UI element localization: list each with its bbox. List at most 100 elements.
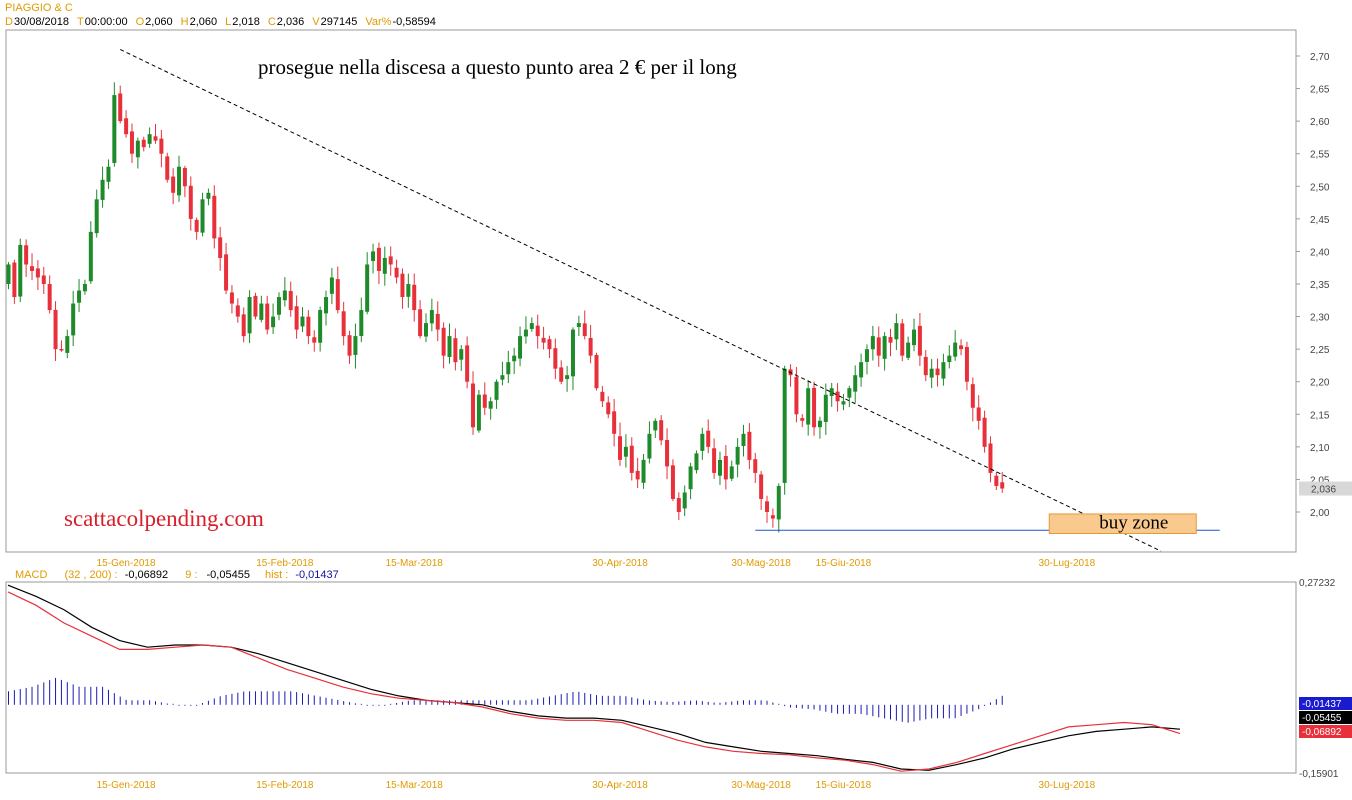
candle-body — [229, 292, 234, 304]
candle-body — [200, 199, 205, 233]
info-key-7: Var% — [365, 16, 392, 28]
price-y-tick-label: 2,60 — [1310, 117, 1330, 128]
candle-body — [747, 431, 752, 460]
macd-value-tag-label: -0,01437 — [1302, 699, 1342, 710]
macd-x-tick-label: 30-Lug-2018 — [1039, 780, 1096, 791]
candle-body — [847, 388, 852, 398]
macd-x-tick-label: 15-Feb-2018 — [256, 780, 314, 791]
candle-body — [576, 323, 581, 327]
candle-body — [523, 329, 528, 337]
candle-body — [423, 323, 428, 337]
candle-body — [253, 295, 258, 317]
info-key-4: L — [225, 16, 232, 28]
price-y-tick-label: 2,50 — [1310, 182, 1330, 193]
candle-body — [282, 290, 287, 301]
candle-body — [553, 348, 558, 369]
candle-body — [259, 303, 264, 320]
candle-body — [853, 375, 858, 392]
candle-body — [94, 199, 99, 234]
candle-body — [906, 342, 911, 358]
macd-x-tick-label: 30-Mag-2018 — [731, 780, 791, 791]
candle-body — [459, 349, 464, 360]
candle-body — [159, 138, 164, 154]
candle-body — [82, 284, 87, 292]
candle-body — [441, 327, 446, 356]
price-y-tick-label: 2,65 — [1310, 85, 1330, 96]
price-y-tick-label: 2,20 — [1310, 378, 1330, 389]
buy-zone-box — [1048, 513, 1197, 534]
candle-body — [506, 362, 511, 375]
info-value-3: 2,060 — [189, 16, 218, 28]
candle-body — [547, 339, 552, 350]
candle-body — [688, 466, 693, 490]
candle-body — [712, 448, 717, 473]
candle-body — [100, 179, 105, 200]
candle-body — [224, 254, 229, 291]
candle-body — [47, 283, 52, 311]
candle-body — [588, 337, 593, 356]
candle-body — [665, 440, 670, 467]
candle-body — [124, 118, 129, 135]
candle-body — [647, 433, 652, 459]
candle-body — [318, 310, 323, 343]
candle-body — [412, 284, 417, 311]
candle-body — [623, 446, 628, 457]
candle-body — [888, 337, 893, 343]
candle-body — [717, 459, 722, 476]
info-value-7: -0,58594 — [392, 16, 436, 28]
candle-body — [135, 140, 140, 158]
candle-body — [306, 316, 311, 337]
macd-x-tick-label: 30-Apr-2018 — [592, 780, 648, 791]
price-panel-frame — [5, 29, 1297, 553]
info-value-0: 30/08/2018 — [13, 16, 70, 28]
price-y-tick-label: 2,30 — [1310, 313, 1330, 324]
price-y-tick-label: 2,45 — [1310, 215, 1330, 226]
candle-body — [35, 268, 40, 278]
info-value-2: 2,060 — [145, 16, 173, 28]
candle-body — [876, 337, 881, 356]
candle-body — [418, 309, 423, 337]
price-x-tick-label: 30-Apr-2018 — [592, 558, 648, 569]
candle-body — [429, 310, 434, 324]
candle-body — [994, 475, 999, 486]
macd-value-tag — [1299, 697, 1352, 710]
candle-body — [400, 273, 405, 298]
candle-body — [129, 131, 134, 154]
candle-body — [759, 474, 764, 499]
candle-body — [465, 345, 470, 382]
price-y-tick-label: 2,10 — [1310, 443, 1330, 454]
candle-body — [929, 368, 934, 378]
headline-annotation: prosegue nella discesa a questo punto ar… — [258, 55, 737, 79]
candle-body — [112, 95, 117, 163]
candle-body — [770, 515, 775, 519]
candle-body — [812, 387, 817, 428]
candle-body — [935, 368, 940, 376]
candle-body — [1000, 482, 1005, 489]
candle-body — [706, 430, 711, 447]
candle-body — [594, 354, 599, 389]
candle-body — [347, 335, 352, 356]
candle-body — [312, 337, 317, 343]
info-value-6: 297145 — [320, 16, 358, 28]
candle-body — [570, 329, 575, 377]
candle-body — [435, 313, 440, 330]
price-x-tick-label: 15-Gen-2018 — [97, 558, 156, 569]
candle-body — [600, 391, 605, 402]
symbol-title: PIAGGIO & C — [5, 2, 73, 14]
candle-body — [765, 501, 770, 512]
candle-body — [582, 323, 587, 337]
info-key-3: H — [180, 16, 189, 28]
candle-body — [694, 453, 699, 471]
signal-value: -0,05455 — [206, 569, 250, 581]
candle-body — [729, 466, 734, 479]
macd-line — [7, 584, 1181, 771]
candle-body — [147, 134, 152, 144]
candle-body — [71, 303, 76, 336]
candle-body — [676, 498, 681, 512]
candle-body — [565, 375, 570, 380]
price-y-tick-label: 2,00 — [1310, 508, 1330, 519]
candle-body — [394, 267, 399, 278]
price-y-tick-label: 2,25 — [1310, 345, 1330, 356]
price-y-tick-label: 2,40 — [1310, 247, 1330, 258]
